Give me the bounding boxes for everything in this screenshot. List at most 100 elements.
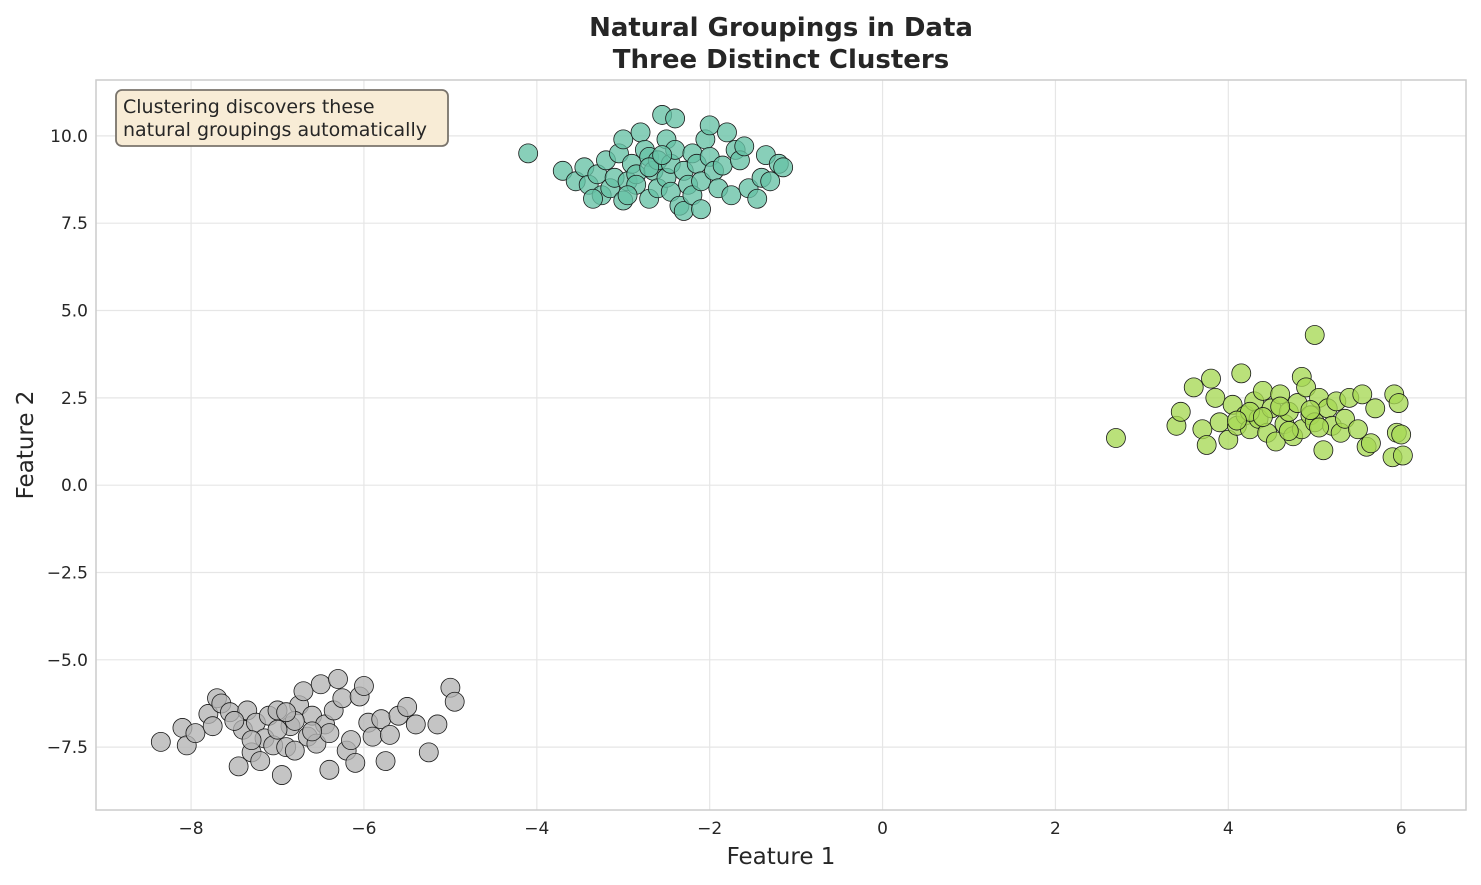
data-point xyxy=(405,714,426,735)
data-point xyxy=(583,188,603,209)
y-axis-label: Feature 2 xyxy=(13,391,39,500)
data-point xyxy=(665,108,686,129)
data-point xyxy=(427,714,448,735)
x-axis-label: Feature 1 xyxy=(727,844,836,870)
data-point xyxy=(1227,410,1247,431)
data-point xyxy=(1335,408,1355,429)
data-point xyxy=(1304,325,1325,345)
data-point xyxy=(639,157,660,178)
series-cluster-1 xyxy=(518,105,794,221)
data-point xyxy=(617,185,638,206)
x-tick-label: −4 xyxy=(524,819,549,839)
data-point xyxy=(332,688,353,709)
data-point xyxy=(1252,407,1273,427)
data-point xyxy=(1352,384,1373,405)
data-point xyxy=(760,171,781,192)
data-point xyxy=(185,723,206,744)
data-point xyxy=(1209,412,1230,433)
data-point xyxy=(341,730,361,751)
x-tick-label: −6 xyxy=(351,819,376,839)
data-point xyxy=(652,145,673,165)
data-point xyxy=(362,726,383,747)
data-point xyxy=(613,129,634,150)
data-point xyxy=(747,188,768,209)
y-tick-label: 2.5 xyxy=(61,389,88,409)
data-point xyxy=(1393,445,1413,466)
chart-title-line2: Three Distinct Clusters xyxy=(613,45,949,75)
data-point xyxy=(1170,401,1191,422)
data-point xyxy=(1296,377,1316,398)
y-tick-label: −2.5 xyxy=(47,563,88,583)
annotation-line1: Clustering discovers these xyxy=(123,96,375,118)
data-point xyxy=(721,185,742,206)
y-tick-label: 7.5 xyxy=(61,214,88,234)
y-tick-label: −5.0 xyxy=(47,651,88,671)
data-point xyxy=(1391,424,1412,445)
data-point xyxy=(712,155,733,176)
x-tick-label: 4 xyxy=(1223,819,1234,839)
data-point xyxy=(310,674,331,695)
data-point xyxy=(734,136,755,157)
data-point xyxy=(1361,433,1381,454)
data-point xyxy=(1309,417,1329,438)
data-point xyxy=(250,751,271,772)
data-point xyxy=(397,697,418,717)
data-point xyxy=(293,681,314,702)
data-point xyxy=(1231,363,1252,384)
data-point xyxy=(717,122,737,143)
data-point xyxy=(375,751,396,772)
data-point xyxy=(444,691,465,712)
data-point xyxy=(319,759,340,780)
x-tick-label: 2 xyxy=(1050,819,1061,839)
data-point xyxy=(1201,368,1221,389)
data-point xyxy=(284,740,305,761)
data-point xyxy=(354,676,374,696)
data-point xyxy=(202,716,223,737)
data-point xyxy=(1313,440,1334,461)
data-point xyxy=(1270,396,1291,417)
data-point xyxy=(228,756,249,777)
data-point xyxy=(1300,400,1321,420)
x-tick-label: −8 xyxy=(179,819,204,839)
data-point xyxy=(773,157,794,178)
data-point xyxy=(518,143,539,164)
chart-title-line1: Natural Groupings in Data xyxy=(589,13,973,43)
data-point xyxy=(319,723,340,744)
data-point xyxy=(1252,380,1273,401)
data-point xyxy=(1205,387,1226,408)
y-tick-labels: −7.5 −5.0 −2.5 0.0 2.5 5.0 7.5 10.0 xyxy=(47,127,88,758)
annotation-box: Clustering discovers these natural group… xyxy=(115,89,449,147)
data-point xyxy=(1196,435,1217,455)
data-point xyxy=(1278,421,1299,441)
data-point xyxy=(630,122,651,143)
x-tick-label: −2 xyxy=(697,819,722,839)
data-point xyxy=(302,721,322,742)
data-point xyxy=(1106,428,1126,448)
data-point xyxy=(1183,377,1204,398)
data-point xyxy=(345,752,366,773)
annotation-background xyxy=(115,89,449,147)
y-tick-label: 0.0 xyxy=(61,476,88,496)
annotation-line2: natural groupings automatically xyxy=(123,119,427,141)
data-point xyxy=(267,719,288,740)
x-tick-label: 6 xyxy=(1396,819,1407,839)
series-cluster-2 xyxy=(1106,325,1413,468)
data-point xyxy=(1388,393,1409,413)
y-tick-label: −7.5 xyxy=(47,738,88,758)
x-tick-labels: −8 −6 −4 −2 0 2 4 6 xyxy=(179,819,1407,839)
data-point xyxy=(150,731,171,752)
data-point xyxy=(271,765,292,785)
data-point xyxy=(552,160,573,181)
data-point xyxy=(691,171,711,192)
data-point xyxy=(1365,398,1386,419)
data-point xyxy=(699,115,720,136)
y-tick-label: 10.0 xyxy=(50,127,88,147)
data-point xyxy=(241,730,262,751)
x-tick-label: 0 xyxy=(877,819,888,839)
y-tick-label: 5.0 xyxy=(61,302,88,322)
data-point xyxy=(691,199,711,220)
plot-frame xyxy=(95,79,1467,811)
data-point xyxy=(1348,419,1368,440)
data-point xyxy=(276,702,297,723)
